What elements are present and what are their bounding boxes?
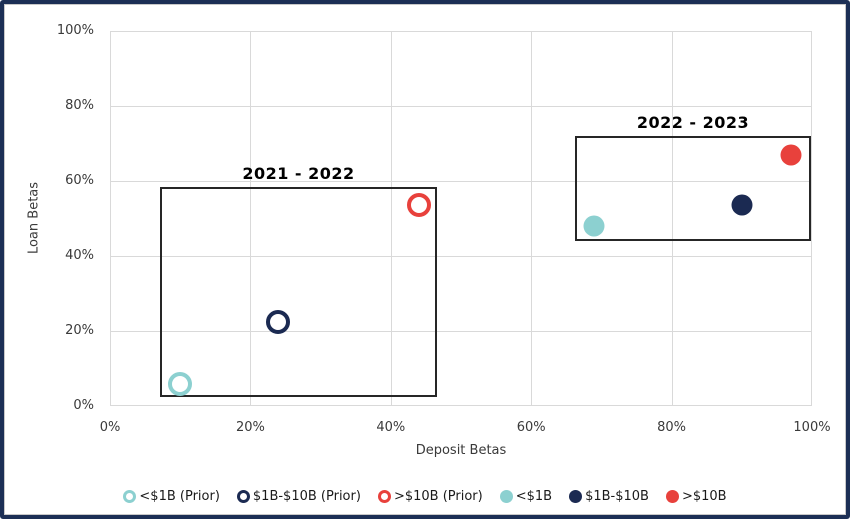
legend-item-10b[interactable]: >$10B [665,488,727,504]
x-tick-label: 40% [376,420,406,435]
x-tick-label: 0% [99,420,121,435]
y-axis-title: Loan Betas [26,181,42,255]
data-point-10b[interactable] [780,144,802,166]
group-box-2022-2023 [575,136,811,241]
legend-marker-open-circle-icon [236,489,250,503]
x-tick-label: 100% [793,420,831,435]
x-axis-title: Deposit Betas [415,443,507,458]
y-tick-label: 40% [65,248,94,263]
legend-label: >$10B [681,488,727,504]
y-tick-label: 80% [65,98,94,113]
legend-marker-open-circle-icon [123,489,137,503]
horizontal-gridline [110,181,812,182]
y-tick-label: 60% [65,173,94,188]
data-point-1b[interactable] [583,215,605,237]
vertical-gridline [250,31,252,406]
data-point-1b-10b-prior[interactable] [266,309,291,334]
y-tick-label: 20% [65,323,94,338]
plot-area [110,31,812,406]
x-tick-label: 20% [235,420,265,435]
legend-label: <$1B (Prior) [139,488,220,504]
group-box-2021-2022 [159,186,438,397]
legend-label: $1B-$10B [585,488,649,504]
legend-marker-open-circle-icon [377,489,391,503]
legend-marker-solid-circle-icon [499,489,513,503]
legend-label: >$10B (Prior) [393,488,483,504]
horizontal-gridline [110,256,812,257]
y-tick-label: 0% [73,398,94,413]
group-label-2022-2023: 2022 - 2023 [636,113,750,132]
chart-legend: <$1B (Prior) $1B-$10B (Prior) >$10B (Prior… [4,485,846,507]
vertical-gridline [531,31,533,406]
data-point-1b-10b[interactable] [731,194,753,216]
horizontal-gridline [110,331,812,332]
legend-item-1b-10b[interactable]: $1B-$10B [569,489,649,504]
vertical-gridline [390,31,392,406]
legend-item-1b[interactable]: <$1B [499,488,553,504]
x-tick-label: 60% [516,420,546,435]
legend-item-10b-prior[interactable]: >$10B (Prior) [377,488,483,504]
y-tick-label: 100% [56,23,94,38]
horizontal-gridline [110,106,812,107]
legend-item-1b-prior[interactable]: <$1B (Prior) [123,489,220,504]
legend-marker-solid-circle-icon [569,489,583,503]
group-label-2021-2022: 2021 - 2022 [242,163,355,183]
legend-label: $1B-$10B (Prior) [252,488,361,504]
legend-label: <$1B [515,488,553,504]
vertical-gridline [671,31,673,406]
legend-item-1b-10b-prior[interactable]: $1B-$10B (Prior) [236,488,361,504]
legend-marker-solid-circle-icon [665,489,679,503]
data-point-1b-prior[interactable] [168,371,193,396]
x-tick-label: 80% [657,420,687,435]
data-point-10b-prior[interactable] [406,193,431,218]
